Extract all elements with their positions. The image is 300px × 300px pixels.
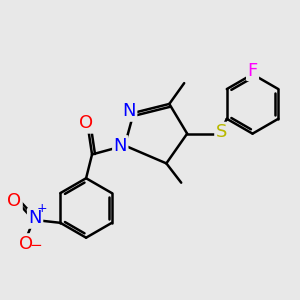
Text: F: F bbox=[248, 61, 258, 80]
Text: N: N bbox=[122, 102, 136, 120]
Text: N: N bbox=[113, 136, 127, 154]
Text: −: − bbox=[30, 238, 42, 253]
Text: O: O bbox=[79, 114, 93, 132]
Text: N: N bbox=[28, 209, 42, 227]
Text: +: + bbox=[37, 202, 47, 215]
Text: O: O bbox=[19, 235, 33, 253]
Text: O: O bbox=[7, 191, 21, 209]
Text: S: S bbox=[216, 123, 227, 141]
